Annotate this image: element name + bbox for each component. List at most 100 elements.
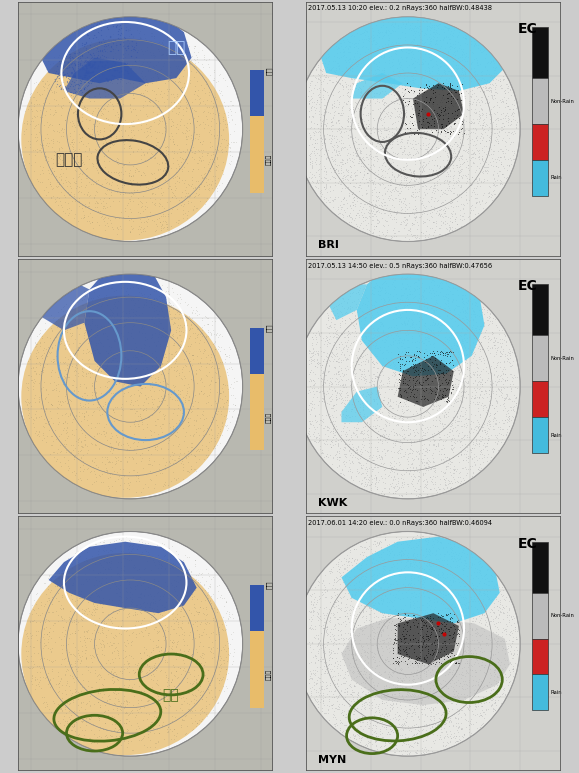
Point — [216, 407, 225, 420]
Point — [388, 643, 397, 656]
Point — [441, 291, 450, 304]
Point — [468, 352, 478, 364]
Point — [400, 368, 409, 380]
Point — [127, 213, 136, 226]
Point — [134, 27, 143, 39]
Point — [422, 441, 431, 454]
Point — [396, 547, 405, 560]
Point — [489, 331, 499, 343]
Point — [214, 341, 223, 353]
Point — [321, 113, 331, 125]
Point — [193, 157, 202, 169]
Point — [379, 402, 388, 414]
Point — [182, 36, 192, 48]
Point — [369, 611, 379, 623]
Point — [201, 708, 210, 720]
Point — [421, 367, 430, 380]
Point — [395, 142, 405, 155]
Point — [138, 327, 147, 339]
Point — [461, 454, 470, 466]
Point — [351, 422, 361, 434]
Point — [449, 308, 458, 321]
Point — [108, 637, 118, 649]
Point — [342, 63, 351, 75]
Point — [492, 96, 501, 108]
Point — [386, 133, 395, 145]
Point — [431, 656, 441, 669]
Point — [484, 108, 493, 121]
Point — [367, 184, 376, 196]
Point — [418, 285, 427, 298]
Point — [87, 550, 96, 562]
Point — [205, 153, 214, 165]
Point — [372, 407, 382, 419]
Point — [327, 152, 336, 165]
Point — [360, 102, 369, 114]
Point — [61, 68, 70, 80]
Point — [54, 681, 64, 693]
Point — [78, 667, 87, 679]
Point — [199, 419, 208, 431]
Point — [307, 350, 317, 363]
Point — [451, 548, 460, 560]
Point — [474, 585, 483, 598]
Point — [456, 107, 466, 120]
Point — [370, 30, 379, 43]
Point — [193, 189, 202, 201]
Point — [343, 409, 353, 421]
Point — [347, 403, 357, 415]
Point — [177, 145, 186, 158]
Point — [43, 155, 53, 167]
Point — [387, 687, 397, 700]
Polygon shape — [64, 58, 146, 98]
Point — [426, 77, 435, 89]
Point — [380, 187, 389, 199]
Point — [388, 337, 397, 349]
Point — [361, 397, 371, 410]
Point — [419, 216, 428, 229]
Point — [412, 349, 421, 362]
Point — [427, 359, 436, 371]
Point — [153, 561, 163, 574]
Point — [388, 165, 397, 178]
Point — [342, 430, 351, 442]
Point — [449, 429, 458, 441]
Point — [35, 168, 45, 180]
Point — [314, 670, 323, 683]
Point — [115, 96, 124, 108]
Point — [486, 84, 496, 97]
Point — [476, 430, 485, 442]
Point — [386, 583, 395, 595]
Point — [131, 580, 140, 592]
Point — [408, 346, 417, 358]
Point — [375, 387, 384, 400]
Point — [371, 480, 380, 492]
Point — [97, 70, 107, 83]
Point — [453, 588, 462, 601]
Point — [376, 423, 386, 435]
Point — [141, 349, 151, 361]
Point — [115, 55, 124, 67]
Point — [489, 703, 498, 715]
Point — [129, 700, 138, 712]
Point — [373, 112, 383, 124]
Point — [324, 398, 334, 410]
Point — [322, 629, 331, 642]
Point — [363, 158, 372, 171]
Point — [177, 342, 186, 354]
Point — [430, 641, 439, 653]
Point — [428, 112, 438, 124]
Point — [425, 483, 434, 495]
Point — [351, 149, 361, 162]
Point — [164, 45, 174, 57]
Point — [133, 366, 142, 378]
Point — [493, 693, 502, 706]
Point — [106, 39, 115, 52]
Point — [464, 656, 473, 669]
Point — [89, 405, 98, 417]
Point — [318, 386, 327, 399]
Point — [391, 662, 400, 674]
Point — [87, 317, 96, 329]
Point — [386, 112, 395, 124]
Point — [178, 145, 188, 157]
